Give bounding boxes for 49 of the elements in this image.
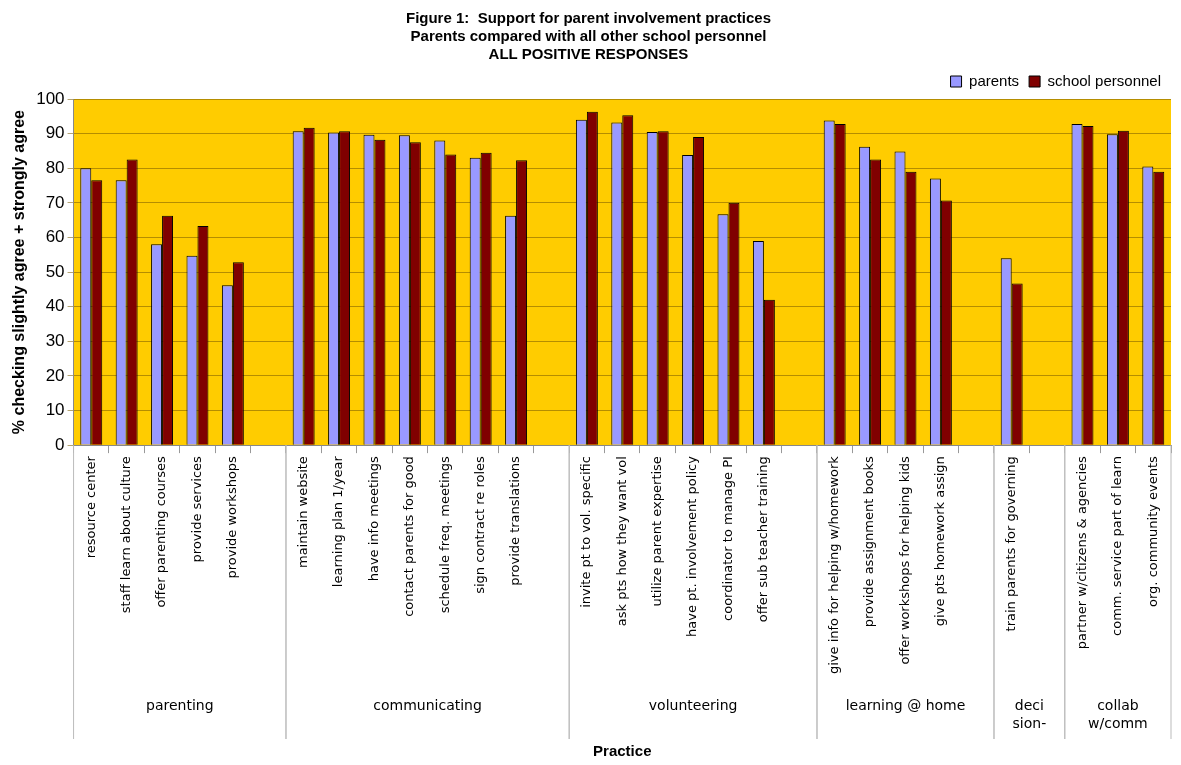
x-tick-label: train parents for governing [1003, 456, 1019, 632]
legend-label: parents [969, 71, 1020, 89]
x-tick-label: give pts homework assign [932, 456, 948, 627]
y-tick-label: 40 [45, 296, 65, 316]
y-tick-label: 70 [45, 192, 65, 212]
x-tick-label: offer sub teacher training [755, 456, 771, 623]
text: deci sion- [1012, 696, 1047, 731]
x-tick-label: have info meetings [365, 455, 381, 582]
x-tick-label: resource center [82, 455, 98, 559]
x-tick-label: provide workshops [224, 455, 240, 579]
y-tick-label: 10 [45, 400, 65, 420]
x-tick-label: comm. service part of learn [1109, 456, 1125, 636]
x-tick-label: utilize parent expertise [649, 456, 665, 607]
y-tick-label: 100 [36, 88, 65, 108]
y-tick-label: 80 [45, 157, 65, 177]
x-axis-title: Practice [593, 742, 652, 760]
text: parenting [145, 696, 214, 713]
x-tick-label: ask pts how they want vol [613, 456, 629, 627]
y-tick-label: 30 [45, 330, 65, 350]
legend-label: school personnel [1047, 71, 1162, 89]
x-tick-label: offer parenting courses [153, 455, 169, 608]
x-tick-label: offer workshops for helping kids [896, 455, 912, 665]
text: collab w/comm [1088, 696, 1148, 731]
y-tick-label: 60 [45, 227, 65, 247]
y-tick-label: 20 [45, 365, 65, 385]
text: communicating [373, 696, 482, 713]
x-tick-label: provide translations [507, 455, 523, 586]
text: volunteering [648, 696, 738, 713]
chart-subtitle: Parents compared with all other school personnel ALL POSITIVE RESPONSES [410, 27, 767, 63]
x-tick-label: contact parents for good [401, 456, 417, 617]
y-tick-label: 90 [45, 123, 65, 143]
x-tick-label: provide assignment books [861, 455, 877, 628]
text: learning @ home [845, 696, 966, 713]
x-tick-label: have pt. involvement policy [684, 455, 700, 637]
x-tick-label: invite pt to vol. specific [578, 456, 594, 608]
x-tick-label: learning plan 1/year [330, 455, 346, 588]
y-tick-label: 0 [55, 434, 65, 454]
x-tick-label: provide services [188, 455, 204, 563]
y-tick-label: 50 [45, 261, 65, 281]
x-tick-label: give info for helping w/homework [826, 455, 842, 674]
x-tick-label: org. community events [1144, 455, 1160, 607]
y-axis-title: % checking slightly agree + strongly agree [10, 109, 28, 435]
x-tick-label: partner w/citizens & agencies [1073, 455, 1089, 650]
x-tick-label: schedule freq. meetings [436, 455, 452, 614]
x-tick-label: coordinator to manage PI [719, 456, 735, 621]
x-tick-label: maintain website [295, 456, 311, 569]
chart-title: Figure 1: Support for parent involvement practices [405, 9, 772, 27]
x-tick-label: sign contract re roles [472, 455, 488, 594]
x-tick-label: staff learn about culture [118, 456, 134, 614]
